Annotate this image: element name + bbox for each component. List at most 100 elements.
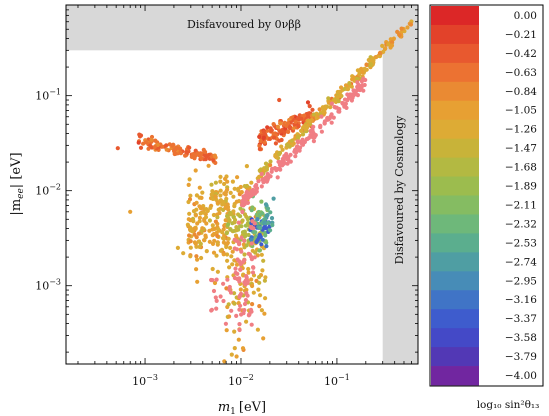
data-point xyxy=(319,129,324,134)
data-point xyxy=(191,219,196,224)
data-point xyxy=(223,321,228,326)
colorbar-tick-label: −0.84 xyxy=(505,86,537,98)
data-point xyxy=(211,288,217,294)
data-point xyxy=(229,352,234,357)
data-point xyxy=(243,298,248,303)
data-point xyxy=(339,85,344,90)
data-point xyxy=(197,153,202,158)
data-point xyxy=(217,210,222,216)
data-point xyxy=(218,188,223,193)
data-point xyxy=(210,266,215,272)
data-point xyxy=(264,165,269,170)
data-point xyxy=(258,138,263,144)
colorbar-swatch xyxy=(431,366,479,386)
data-point xyxy=(237,276,242,281)
data-point xyxy=(345,87,351,92)
data-point xyxy=(280,147,285,152)
data-point xyxy=(259,242,264,247)
data-point xyxy=(310,107,315,112)
data-point xyxy=(187,177,192,182)
data-point xyxy=(370,56,375,61)
colorbar-swatch xyxy=(431,290,479,310)
data-point xyxy=(286,157,291,162)
data-point xyxy=(232,346,237,351)
x-tick-label: 10−2 xyxy=(228,373,254,388)
data-point xyxy=(279,144,284,149)
data-point xyxy=(244,278,249,283)
data-point xyxy=(259,171,264,177)
data-point xyxy=(225,277,230,282)
data-point xyxy=(287,124,293,130)
data-point xyxy=(255,217,260,222)
colorbar-swatch xyxy=(431,233,479,253)
data-point xyxy=(244,164,249,169)
data-point xyxy=(259,184,264,189)
data-point xyxy=(346,95,351,101)
data-point xyxy=(251,265,256,270)
data-point xyxy=(263,233,268,238)
data-point xyxy=(231,194,236,199)
data-point xyxy=(331,98,336,103)
data-point xyxy=(193,241,198,246)
data-point xyxy=(215,215,220,220)
data-point xyxy=(250,283,255,289)
data-point xyxy=(220,230,225,235)
colorbar-swatch xyxy=(431,328,479,348)
data-point xyxy=(232,186,237,191)
data-point xyxy=(237,293,242,298)
data-point xyxy=(242,301,248,307)
y-tick-label: 10−2 xyxy=(35,183,61,198)
data-point xyxy=(218,174,223,179)
data-point xyxy=(255,186,260,191)
data-point xyxy=(197,185,202,190)
data-point xyxy=(246,232,251,238)
data-point xyxy=(228,227,233,232)
x-tick-label: 10−1 xyxy=(324,373,350,388)
data-point xyxy=(271,196,276,201)
data-point xyxy=(115,146,120,151)
colorbar-swatch xyxy=(431,157,479,177)
data-point xyxy=(257,168,262,173)
data-point xyxy=(237,240,242,245)
data-point xyxy=(160,144,165,149)
data-point xyxy=(336,99,341,104)
data-point xyxy=(222,359,227,364)
data-point xyxy=(185,222,190,227)
data-point xyxy=(164,147,169,152)
data-point xyxy=(212,238,217,243)
data-point xyxy=(355,93,360,98)
data-point xyxy=(244,319,249,324)
data-point xyxy=(335,95,340,100)
data-point xyxy=(244,287,249,292)
data-point xyxy=(172,147,177,152)
data-point xyxy=(254,182,259,188)
data-point xyxy=(211,250,217,255)
data-point xyxy=(249,241,254,246)
data-point xyxy=(237,259,242,264)
data-point xyxy=(203,215,209,220)
data-point xyxy=(137,132,142,137)
data-point xyxy=(218,193,223,198)
data-point xyxy=(237,327,242,333)
data-point xyxy=(257,304,262,309)
data-point xyxy=(304,137,309,142)
data-point xyxy=(333,105,338,110)
data-point xyxy=(349,84,354,89)
data-point xyxy=(184,149,189,155)
data-point xyxy=(292,149,297,154)
data-point xyxy=(218,294,223,299)
data-point xyxy=(241,194,246,199)
data-point xyxy=(239,190,244,195)
data-point xyxy=(250,302,255,307)
data-point xyxy=(231,209,236,214)
data-point xyxy=(285,143,290,148)
data-point xyxy=(216,207,221,212)
data-point xyxy=(268,159,273,164)
colorbar-tick-label: −3.58 xyxy=(505,332,537,344)
data-point xyxy=(138,145,144,150)
data-point xyxy=(259,199,264,204)
data-point xyxy=(257,212,262,217)
data-point xyxy=(275,175,280,180)
data-point xyxy=(377,51,382,56)
data-point xyxy=(205,208,210,213)
